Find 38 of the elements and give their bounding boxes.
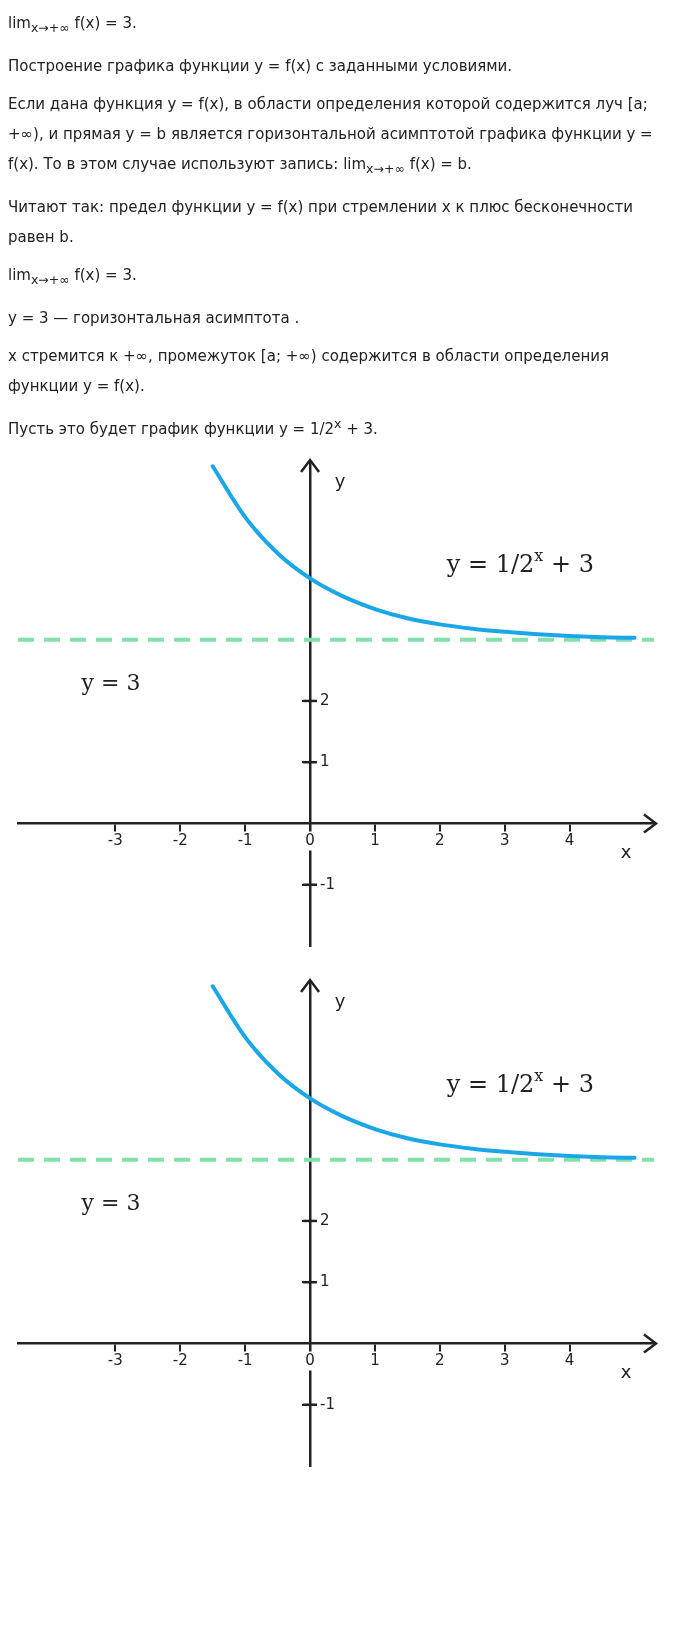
line-series — [210, 464, 637, 640]
ref-line-label: y = 3 — [80, 1189, 141, 1215]
text: y = 3 — горизонтальная асимптота . — [8, 308, 301, 329]
text: Читают так: предел функции y = f(x) при стремлении x к плюс бесконечности равен b. — [8, 197, 634, 248]
ref-line-label: y = 3 — [80, 669, 141, 695]
x-tick-label: 1 — [370, 830, 380, 849]
text: lim$_{x→+∞}$ f(x) = 3. — [8, 13, 138, 37]
x-tick-label: 2 — [435, 830, 445, 849]
x-tick-label: -1 — [237, 1350, 253, 1369]
text: Если дана функция y = f(x), в области определения которой содержится луч [a; +∞), и прямая y = b является горизонтальной асимптотой графика функции y = f(x). То в этом случае используют запись: lim$_{x→+∞}$ f(x) = b. — [8, 94, 654, 178]
x-tick-label: -3 — [107, 1350, 123, 1369]
y-tick-label: -1 — [320, 1394, 336, 1413]
x-tick-label: -2 — [172, 830, 188, 849]
x-tick-label: 0 — [305, 830, 315, 849]
x-tick-label: 1 — [370, 1350, 380, 1369]
x-tick-label: 3 — [499, 1350, 510, 1369]
y-axis-title: y — [334, 989, 346, 1011]
text: x стремится к +∞, промежуток [a; +∞) содержится в области определения функции y = f(x). — [8, 346, 610, 397]
x-axis-title: x — [620, 841, 632, 863]
x-tick-label: 3 — [499, 830, 510, 849]
x-tick-label: 4 — [564, 830, 575, 849]
x-tick-label: -2 — [172, 1350, 188, 1369]
x-tick-label: 0 — [305, 1350, 315, 1369]
text: Пусть это будет график функции y = 1/2$^{x}$ + 3. — [8, 415, 379, 440]
y-axis-title: y — [334, 469, 346, 491]
y-tick-label: 1 — [320, 1272, 330, 1291]
y-tick-label: -1 — [320, 874, 336, 893]
y-tick-label: 2 — [320, 690, 330, 709]
x-tick-label: -1 — [237, 830, 253, 849]
y-tick-label: 1 — [320, 752, 330, 771]
text: lim$_{x→+∞}$ f(x) = 3. — [8, 265, 138, 289]
y-tick-label: 2 — [320, 1210, 330, 1229]
x-tick-label: 4 — [564, 1350, 575, 1369]
x-tick-label: -3 — [107, 830, 123, 849]
x-axis-title: x — [620, 1361, 632, 1383]
text: Построение графика функции y = f(x) с заданными условиями. — [8, 56, 514, 77]
line-series — [210, 984, 637, 1160]
x-tick-label: 2 — [435, 1350, 445, 1369]
